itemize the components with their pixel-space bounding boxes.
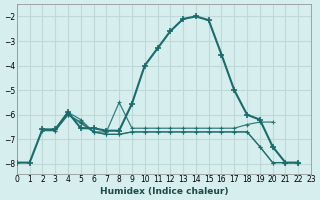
X-axis label: Humidex (Indice chaleur): Humidex (Indice chaleur): [100, 187, 228, 196]
